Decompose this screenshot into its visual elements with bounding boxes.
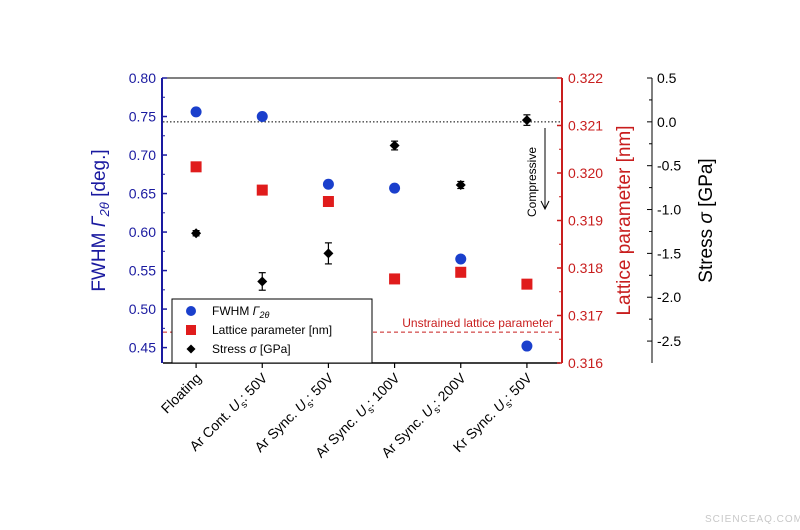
compressive-arrow-head xyxy=(540,200,550,211)
right-axis-tick-label: -2.0 xyxy=(657,289,681,305)
left-axis-tick-label: 0.65 xyxy=(129,186,156,202)
legend-label: Lattice parameter [nm] xyxy=(212,323,332,337)
category-label: Floating xyxy=(158,370,205,417)
left-axis-title: FWHM Γ2θ [deg.] xyxy=(89,149,112,291)
lattice-point xyxy=(256,184,268,196)
unstrained-lattice-label: Unstrained lattice parameter xyxy=(402,316,553,330)
middle-axis-tick-label: 0.316 xyxy=(568,355,603,371)
fwhm-point xyxy=(190,106,202,118)
lattice-point xyxy=(521,278,533,290)
legend-label: FWHM Γ2θ xyxy=(212,304,270,320)
middle-axis-title: Lattice parameter [nm] xyxy=(614,125,635,315)
right-axis-tick-label: -1.0 xyxy=(657,202,681,218)
left-axis-tick-label: 0.80 xyxy=(129,70,156,86)
compressive-label: Compressive xyxy=(525,147,539,217)
fwhm-point xyxy=(521,340,533,352)
middle-axis-tick-label: 0.322 xyxy=(568,70,603,86)
lattice-point xyxy=(190,161,202,173)
right-axis-tick-label: 0.5 xyxy=(657,70,677,86)
legend: FWHM Γ2θ Lattice parameter [nm] Stress σ [… xyxy=(171,298,373,364)
left-axis-tick-label: 0.55 xyxy=(129,263,156,279)
stress-point xyxy=(521,115,532,126)
stress-point xyxy=(257,276,268,287)
right-axis: -2.5 -2.0 -1.5 -1.0 -0.5 0.0 0.5 Stress σ [GPa] xyxy=(647,70,717,363)
right-axis-tick-label: 0.0 xyxy=(657,114,677,130)
right-axis-tick-label: -0.5 xyxy=(657,158,681,174)
middle-axis-tick-label: 0.318 xyxy=(568,260,603,276)
legend-box xyxy=(171,298,373,364)
left-axis-tick-label: 0.70 xyxy=(129,147,156,163)
compressive-annotation: Compressive xyxy=(525,128,550,217)
middle-axis-tick-label: 0.319 xyxy=(568,213,603,229)
right-axis-tick-label: -1.5 xyxy=(657,245,681,261)
lattice-point xyxy=(389,273,401,285)
right-axis-tick-label: -2.5 xyxy=(657,333,681,349)
legend-label: Stress σ [GPa] xyxy=(212,342,291,356)
left-axis-tick-label: 0.45 xyxy=(129,340,156,356)
left-axis-tick-label: 0.50 xyxy=(129,301,156,317)
fwhm-point xyxy=(389,182,401,194)
middle-axis-tick-label: 0.317 xyxy=(568,308,603,324)
lattice-point xyxy=(455,266,467,278)
data-marks xyxy=(190,106,533,352)
middle-axis-tick-label: 0.321 xyxy=(568,118,603,134)
right-axis-title: Stress σ [GPa] xyxy=(696,158,717,282)
fwhm-point xyxy=(256,111,268,123)
legend-square-marker xyxy=(186,325,196,335)
stress-point xyxy=(323,248,334,259)
left-axis: 0.45 0.50 0.55 0.60 0.65 0.70 0.75 0.80 FWHM Γ2θ… xyxy=(89,70,167,363)
legend-diamond-marker xyxy=(186,344,196,354)
watermark-text: SCIENCEAQ.COM xyxy=(705,514,800,525)
fwhm-point xyxy=(455,253,467,265)
stress-point xyxy=(389,140,400,151)
lattice-point xyxy=(322,196,334,207)
stress-point xyxy=(191,228,202,239)
left-axis-tick-label: 0.75 xyxy=(129,109,156,125)
fwhm-point xyxy=(322,178,334,190)
stress-point xyxy=(455,179,466,190)
legend-circle-marker xyxy=(186,306,196,316)
middle-axis-tick-label: 0.320 xyxy=(568,165,603,181)
middle-axis: 0.316 0.317 0.318 0.319 0.320 0.321 0.322 Latti… xyxy=(557,70,635,371)
left-axis-tick-label: 0.60 xyxy=(129,224,156,240)
